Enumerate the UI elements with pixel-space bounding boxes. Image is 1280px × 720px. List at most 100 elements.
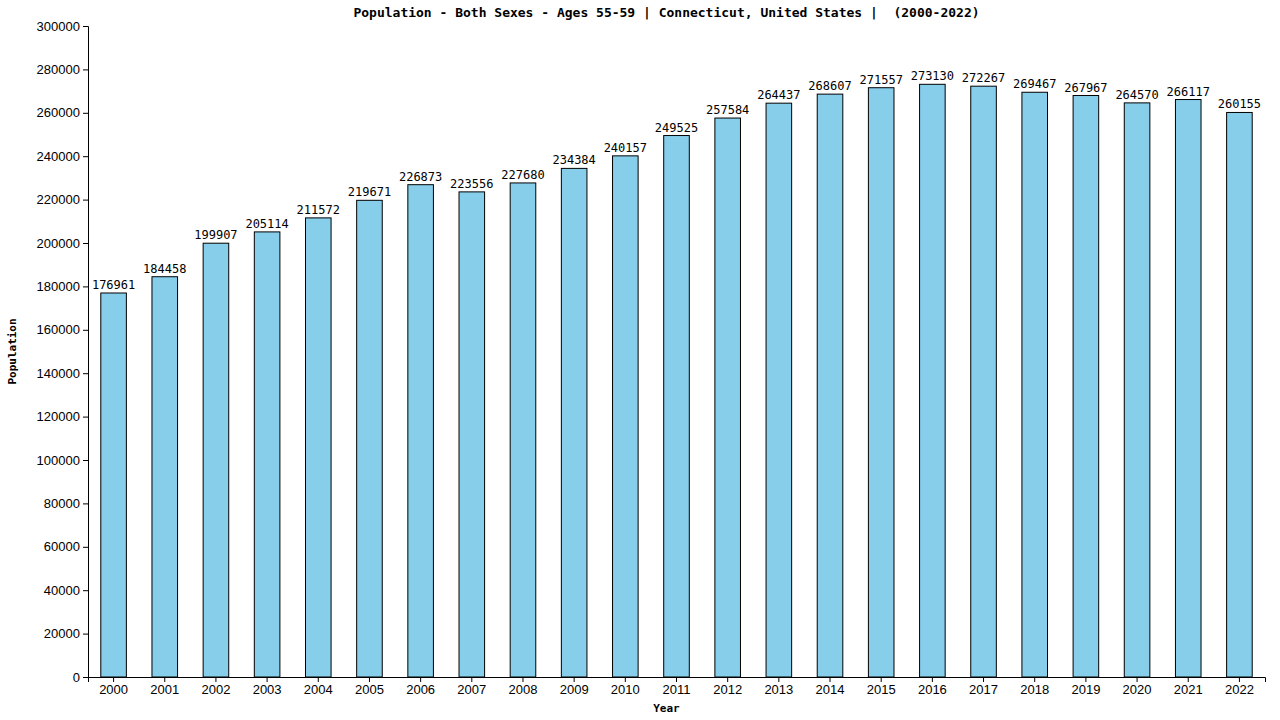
x-tick-label: 2000 [99,682,128,697]
y-tick: 40000 [44,583,88,598]
y-tick: 280000 [37,62,88,77]
y-tick-label: 200000 [37,236,80,251]
x-tick-label: 2007 [457,682,486,697]
y-tick: 160000 [37,322,88,337]
y-tick-label: 180000 [37,279,80,294]
bar [305,218,331,677]
bar [1073,96,1099,677]
y-tick: 180000 [37,279,88,294]
data-label: 271557 [860,73,903,87]
data-label: 234384 [552,153,595,167]
x-tick-label: 2002 [201,682,230,697]
x-tick: 2018 [1020,677,1049,697]
bar [868,88,894,677]
x-tick: 2004 [304,677,333,697]
data-label: 264570 [1115,88,1158,102]
x-tick: 2014 [816,677,845,697]
bar [920,84,946,677]
x-tick-label: 2011 [663,682,691,697]
bar [459,192,485,677]
data-label: 264437 [757,88,800,102]
y-tick-mark [83,113,88,114]
x-tick-label: 2003 [253,682,282,697]
bar [101,293,127,677]
y-tick: 120000 [37,409,88,424]
bar [817,94,843,677]
y-axis-title: Population [6,318,19,384]
y-tick-label: 20000 [44,626,80,641]
x-tick-label: 2019 [1071,682,1100,697]
bar [408,185,434,677]
data-label: 227680 [501,168,544,182]
x-tick: 2017 [969,677,998,697]
bar [357,200,383,677]
bar [1124,103,1150,677]
x-tick-label: 2015 [867,682,896,697]
data-label: 184458 [143,262,186,276]
y-tick-mark [83,460,88,461]
y-tick: 60000 [44,539,88,554]
y-tick-mark [83,503,88,504]
y-tick: 300000 [37,19,88,34]
x-tick: 2001 [150,677,179,697]
data-label: 205114 [245,217,288,231]
y-tick: 240000 [37,149,88,164]
y-tick: 140000 [37,366,88,381]
x-tick-label: 2001 [150,682,179,697]
y-tick: 100000 [37,453,88,468]
bar [152,277,178,677]
x-tick-label: 2012 [713,682,742,697]
y-tick-label: 60000 [44,539,80,554]
bar [1227,112,1253,677]
y-tick-mark [83,243,88,244]
x-tick: 2010 [611,677,640,697]
data-label: 269467 [1013,77,1056,91]
x-tick-label: 2009 [560,682,589,697]
bar [203,243,229,677]
x-tick-label: 2020 [1123,682,1152,697]
x-tick-label: 2006 [406,682,435,697]
data-label: 240157 [604,141,647,155]
x-tick-label: 2021 [1174,682,1203,697]
data-labels: 1769611844581999072051142115722196712268… [92,69,1261,292]
data-label: 199907 [194,228,237,242]
data-label: 272267 [962,71,1005,85]
y-tick: 0 [73,670,88,685]
x-tick: 2000 [99,677,128,697]
title: Population - Both Sexes - Ages 55-59 | C… [353,5,979,20]
bar [613,156,639,677]
data-label: 249525 [655,121,698,135]
y-tick-label: 160000 [37,322,80,337]
bar [664,136,690,677]
bar [1022,92,1048,677]
y-tick-mark [83,590,88,591]
x-tick-label: 2017 [969,682,998,697]
x-tick: 2006 [406,677,435,697]
bar [254,232,280,677]
bar [766,103,792,677]
x-tick: 2002 [201,677,230,697]
y-tick-label: 80000 [44,496,80,511]
y-tick-label: 40000 [44,583,80,598]
y-tick: 260000 [37,105,88,120]
bar [715,118,741,677]
data-label: 226873 [399,170,442,184]
x-tick-label: 2005 [355,682,384,697]
y-tick-mark [83,330,88,331]
x-tick: 2015 [867,677,896,697]
x-tick-label: 2008 [509,682,538,697]
y-tick-label: 300000 [37,19,80,34]
x-tick-label: 2018 [1020,682,1049,697]
x-tick-label: 2010 [611,682,640,697]
x-tick: 2007 [457,677,486,697]
x-axis-title: Year [653,702,680,715]
x-tick: 2008 [509,677,538,697]
data-label: 211572 [297,203,340,217]
bar [510,183,536,677]
y-tick: 20000 [44,626,88,641]
y-axis-line [83,27,89,678]
y-axis: 0 20000 40000 60000 80000 100000 120000 140000 1… [37,19,89,685]
chart: Population - Both Sexes - Ages 55-59 | C… [0,0,1280,720]
y-tick-label: 280000 [37,62,80,77]
x-tick-label: 2013 [764,682,793,697]
